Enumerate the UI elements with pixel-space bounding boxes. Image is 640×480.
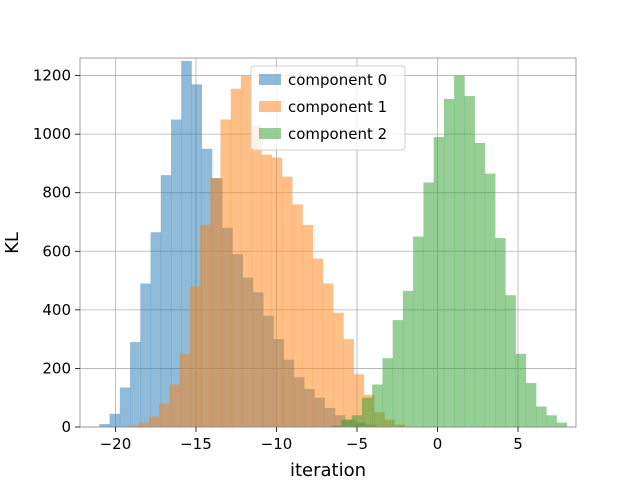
histogram-bar [128, 425, 139, 427]
histogram-bar [464, 96, 475, 428]
histogram-bar [372, 384, 383, 427]
histogram-bar [525, 383, 537, 427]
histogram-bar [546, 415, 557, 427]
legend-swatch [259, 101, 281, 112]
histogram-bar [240, 75, 252, 428]
histogram-bar [341, 419, 353, 427]
histogram-bar [312, 258, 324, 427]
x-tick-label: −5 [346, 435, 368, 453]
histogram-bar [302, 224, 313, 427]
histogram-bar [150, 232, 162, 427]
legend: component 0 component 1 component 2 [250, 65, 406, 151]
histogram-bar [119, 387, 131, 427]
histogram-bar [179, 353, 191, 427]
histogram-bar [138, 422, 150, 427]
series-2 [331, 75, 568, 428]
y-tick-label: 0 [61, 418, 71, 436]
histogram-bar [505, 295, 516, 427]
histogram-bar [169, 384, 180, 427]
histogram-bar [322, 283, 334, 427]
plot-frame [79, 57, 577, 428]
histogram-bar [351, 415, 363, 427]
y-tick-label: 1000 [33, 125, 71, 143]
y-tick-label: 600 [42, 242, 71, 260]
histogram-bar [413, 236, 424, 427]
histogram-bar [474, 142, 486, 427]
histogram-bar [99, 424, 110, 427]
histogram-bar [292, 204, 303, 427]
x-tick-label: 5 [513, 435, 523, 453]
legend-label: component 0 [288, 71, 387, 89]
histogram-bar [343, 339, 354, 427]
x-tick-label: −20 [100, 435, 132, 453]
histogram-bar [495, 238, 506, 427]
y-tick-label: 200 [42, 359, 71, 377]
histogram-bar [333, 312, 344, 427]
histogram-bar [251, 125, 262, 427]
y-tick-label: 1200 [33, 67, 71, 85]
bars [99, 60, 568, 428]
legend-swatch [259, 74, 281, 85]
ticks: −20 −15 −10 −5 0 5 0 200 400 600 800 1000 1200 [33, 67, 523, 453]
histogram-bar [171, 119, 182, 427]
histogram-bar [230, 88, 242, 427]
histogram-bar [191, 84, 203, 427]
histogram-bar [140, 283, 151, 427]
histogram-bar [281, 176, 293, 427]
histogram-bar [382, 358, 393, 427]
legend-label: component 2 [288, 125, 387, 143]
histogram-bar [130, 342, 141, 427]
histogram-bar [148, 416, 160, 427]
histogram-bar [454, 75, 465, 428]
histogram-bar [392, 320, 404, 427]
histogram-bar [433, 137, 445, 428]
histogram-bar [556, 422, 568, 427]
legend-swatch [259, 128, 281, 139]
histogram-bar [353, 374, 365, 427]
x-tick-label: −10 [261, 435, 293, 453]
histogram-bar [331, 425, 342, 427]
histogram-bar [210, 178, 221, 427]
histogram-bar [402, 290, 414, 427]
y-axis-label: KL [2, 232, 23, 254]
histogram-bar [200, 224, 211, 427]
histogram-bar [109, 413, 121, 427]
y-tick-label: 400 [42, 301, 71, 319]
histogram-bar [515, 353, 527, 427]
x-tick-label: 0 [433, 435, 443, 453]
histogram-bar [443, 99, 455, 427]
histogram-bar [536, 406, 547, 427]
histogram-bar [181, 60, 192, 428]
histogram-bar [484, 173, 496, 427]
histogram-bar [189, 286, 201, 427]
x-axis-label: iteration [290, 460, 366, 480]
y-tick-label: 800 [42, 184, 71, 202]
legend-box [250, 65, 406, 151]
histogram-bar [261, 154, 273, 427]
histogram-bar [220, 119, 232, 427]
series-1 [128, 75, 406, 428]
x-tick-label: −15 [180, 435, 212, 453]
axes [79, 57, 577, 428]
histogram-bar [423, 182, 434, 427]
histogram-bar [159, 403, 170, 427]
histogram-bar [361, 397, 373, 427]
legend-label: component 1 [288, 98, 387, 116]
histogram-bar [160, 175, 172, 427]
histogram-bar [271, 157, 283, 428]
